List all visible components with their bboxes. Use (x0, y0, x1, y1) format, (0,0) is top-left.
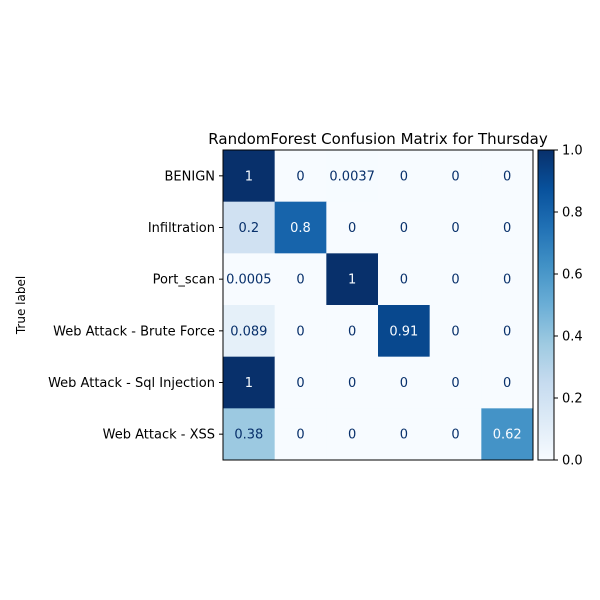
cell-value-label: 0 (296, 428, 304, 443)
colorbar (537, 149, 555, 461)
cell-value-label: 0 (503, 273, 511, 288)
matrix-cell (326, 253, 379, 306)
cell-value-label: 0 (348, 221, 356, 236)
matrix-cell (378, 201, 431, 254)
cell-value-label: 0 (503, 169, 511, 184)
cell-value-label: 0.62 (493, 428, 522, 443)
cell-value-label: 0 (451, 376, 459, 391)
colorbar-tick-label: 0.2 (562, 392, 583, 407)
row-tick-label: Web Attack - XSS (103, 428, 215, 443)
y-axis-label: True label (14, 276, 28, 335)
cell-value-label: 1 (245, 169, 253, 184)
cell-value-label: 0 (400, 376, 408, 391)
matrix-frame (222, 149, 534, 461)
row-tick-label: BENIGN (165, 169, 216, 184)
cell-value-label: 0.91 (389, 324, 418, 339)
cell-value-label: 0 (400, 273, 408, 288)
matrix-cell (429, 356, 482, 409)
cell-value-label: 0 (348, 428, 356, 443)
matrix-cell (223, 305, 276, 358)
cell-value-label: 0 (503, 324, 511, 339)
row-tick-label: Port_scan (153, 273, 215, 288)
matrix-cell (378, 408, 431, 461)
cell-value-label: 0 (503, 376, 511, 391)
matrix-cell (378, 253, 431, 306)
cell-value-label: 0 (451, 428, 459, 443)
colorbar-tick-label: 0.8 (562, 206, 583, 221)
colorbar-tick-label: 0.0 (562, 454, 583, 469)
matrix-value-labels: 1 0 0.0037 0 0 0 0.2 0.8 0 0 0 0 0.0005 0 1 0 0 0 0.089 0 0 0… (226, 169, 522, 442)
colorbar-ticks: 0.0 0.2 0.4 0.6 0.8 1.0 (554, 144, 583, 469)
matrix-cell (429, 408, 482, 461)
cell-value-label: 0 (400, 169, 408, 184)
matrix-cell (378, 356, 431, 409)
matrix-cell (274, 305, 327, 358)
matrix-cell (223, 356, 276, 409)
cell-value-label: 1 (348, 273, 356, 288)
cell-value-label: 0.8 (290, 221, 311, 236)
matrix-cell (223, 408, 276, 461)
matrix-cell (481, 201, 534, 254)
colorbar-tick-label: 0.6 (562, 268, 583, 283)
cell-value-label: 0 (451, 324, 459, 339)
matrix-cell (326, 356, 379, 409)
matrix-cell (378, 150, 431, 203)
matrix-cell (223, 253, 276, 306)
cell-value-label: 0 (296, 273, 304, 288)
matrix-cell (481, 305, 534, 358)
cell-value-label: 0 (348, 324, 356, 339)
cell-value-label: 0.0005 (226, 273, 272, 288)
matrix-cell (274, 356, 327, 409)
colorbar-tick-label: 1.0 (562, 144, 583, 159)
cell-value-label: 0 (451, 273, 459, 288)
cell-value-label: 0 (400, 221, 408, 236)
matrix-cell (429, 253, 482, 306)
matrix-cell (481, 253, 534, 306)
matrix-cell (429, 305, 482, 358)
cell-value-label: 0.2 (238, 221, 259, 236)
cell-value-label: 0 (451, 169, 459, 184)
row-tick-labels: BENIGN Infiltration Port_scan Web Attack - … (48, 169, 223, 443)
cell-value-label: 0 (451, 221, 459, 236)
row-tick-label: Web Attack - Brute Force (53, 324, 215, 339)
cell-value-label: 0 (348, 376, 356, 391)
matrix-cell (274, 150, 327, 203)
matrix-cell (481, 408, 534, 461)
matrix-cell (274, 408, 327, 461)
cell-value-label: 0.089 (230, 324, 267, 339)
cell-value-label: 1 (245, 376, 253, 391)
cell-value-label: 0 (296, 169, 304, 184)
matrix-cell (429, 201, 482, 254)
cell-value-label: 0 (296, 324, 304, 339)
matrix-cells (223, 150, 534, 461)
row-tick-label: Web Attack - Sql Injection (48, 376, 215, 391)
matrix-cell (378, 305, 431, 358)
colorbar-tick-label: 0.4 (562, 330, 583, 345)
matrix-cell (326, 201, 379, 254)
cell-value-label: 0 (503, 221, 511, 236)
cell-value-label: 0.38 (234, 428, 263, 443)
matrix-cell (274, 253, 327, 306)
matrix-cell (326, 150, 379, 203)
matrix-cell (481, 150, 534, 203)
matrix-cell (326, 408, 379, 461)
cell-value-label: 0 (296, 376, 304, 391)
matrix-cell (274, 201, 327, 254)
cell-value-label: 0 (400, 428, 408, 443)
matrix-cell (481, 356, 534, 409)
chart-title: RandomForest Confusion Matrix for Thursd… (208, 130, 548, 148)
matrix-cell (326, 305, 379, 358)
matrix-cell (429, 150, 482, 203)
matrix-cell (223, 201, 276, 254)
row-tick-label: Infiltration (148, 221, 215, 236)
cell-value-label: 0.0037 (329, 169, 375, 184)
matrix-cell (223, 150, 276, 203)
